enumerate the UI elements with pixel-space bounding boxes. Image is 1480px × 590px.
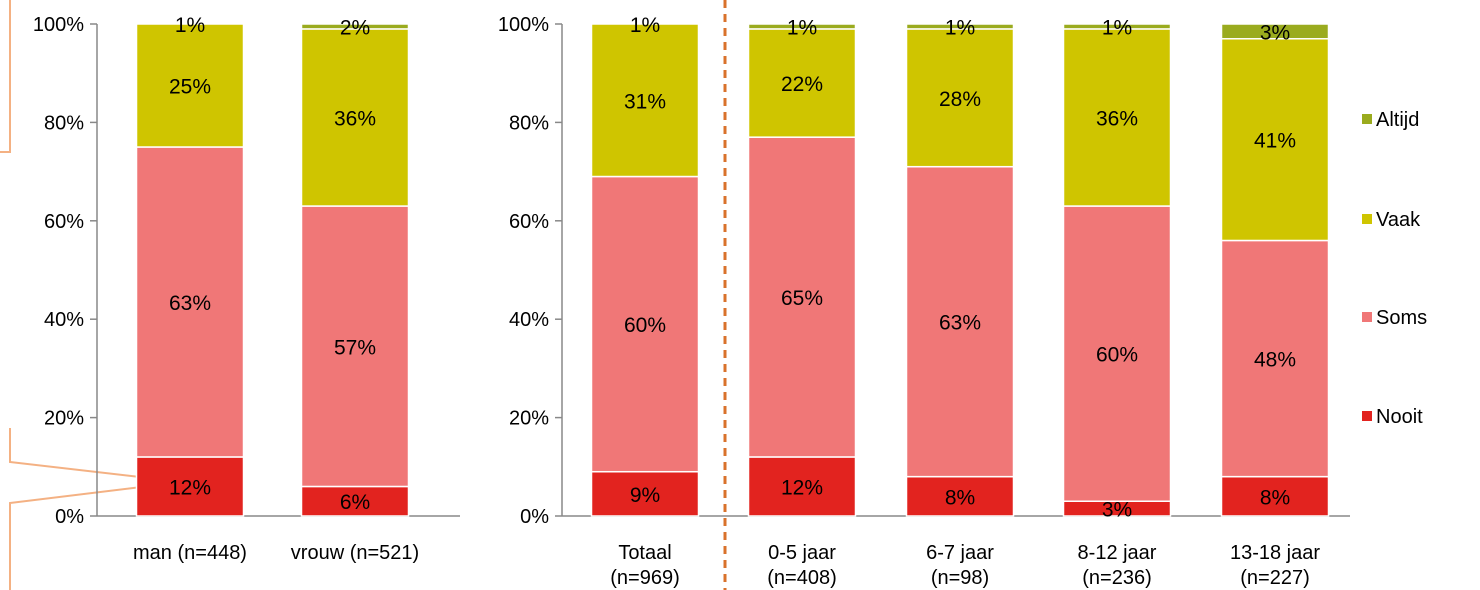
bar-segment-vaak xyxy=(905,28,1015,168)
bar-segment-vaak xyxy=(1220,38,1330,242)
bar-segment-altijd xyxy=(1062,23,1172,30)
bar-segment-vaak xyxy=(135,23,245,148)
legend-label-vaak: Vaak xyxy=(1376,209,1421,231)
bar-segment-soms xyxy=(747,136,857,458)
data-label-vaak: 28% xyxy=(939,88,981,111)
bar-segment-altijd xyxy=(747,23,857,30)
legend-swatch-vaak xyxy=(1362,214,1372,224)
y-tick-label: 60% xyxy=(44,211,84,233)
data-label-vaak: 36% xyxy=(334,107,376,130)
category-label: (n=227) xyxy=(1240,567,1310,589)
y-tick-label: 20% xyxy=(44,408,84,430)
bar-segment-nooit xyxy=(905,475,1015,517)
data-label-vaak: 36% xyxy=(1096,107,1138,130)
data-label-nooit: 6% xyxy=(340,491,370,514)
data-label-altijd: 1% xyxy=(1102,16,1132,39)
legend-swatch-altijd xyxy=(1362,114,1372,124)
bar-segment-soms xyxy=(905,165,1015,478)
category-label: (n=408) xyxy=(767,567,837,589)
category-label: 0-5 jaar xyxy=(768,542,836,564)
y-tick-label: 60% xyxy=(509,211,549,233)
data-label-nooit: 8% xyxy=(1260,486,1290,509)
data-label-nooit: 3% xyxy=(1102,499,1132,522)
y-tick-label: 40% xyxy=(44,309,84,331)
data-label-vaak: 41% xyxy=(1254,130,1296,153)
category-label: (n=98) xyxy=(931,567,989,589)
bar-segment-vaak xyxy=(590,23,700,178)
bar-segment-soms xyxy=(1220,239,1330,478)
y-tick-label: 20% xyxy=(509,408,549,430)
data-label-altijd: 3% xyxy=(1260,21,1290,44)
data-label-altijd: 1% xyxy=(175,14,205,37)
bar-segment-nooit xyxy=(1220,475,1330,517)
bar-segment-nooit xyxy=(747,456,857,517)
bar-segment-nooit xyxy=(590,470,700,517)
y-tick-label: 0% xyxy=(520,506,549,528)
bar-segment-vaak xyxy=(300,28,410,207)
bar-segment-nooit xyxy=(135,456,245,517)
data-label-soms: 60% xyxy=(624,314,666,337)
data-label-nooit: 9% xyxy=(630,484,660,507)
chart-panel-gender: 0% 20% 40% 60% 80% 100% 12% 63% 25% 1% man (n=448)… xyxy=(33,14,460,564)
data-label-nooit: 12% xyxy=(781,476,823,499)
bar-segment-soms xyxy=(135,146,245,458)
bar-segment-nooit xyxy=(300,485,410,517)
y-tick-label: 80% xyxy=(509,112,549,134)
category-label: (n=236) xyxy=(1082,567,1152,589)
y-tick-label: 0% xyxy=(55,506,84,528)
y-tick-label: 80% xyxy=(44,112,84,134)
data-label-altijd: 1% xyxy=(630,14,660,37)
bar-segment-soms xyxy=(1062,205,1172,502)
data-label-altijd: 1% xyxy=(787,16,817,39)
category-label: (n=969) xyxy=(610,567,680,589)
bar-segment-altijd xyxy=(1220,23,1330,40)
bar-segment-soms xyxy=(300,205,410,488)
category-label: 13-18 jaar xyxy=(1230,542,1320,564)
data-label-vaak: 22% xyxy=(781,73,823,96)
legend-swatch-nooit xyxy=(1362,411,1372,421)
data-label-altijd: 1% xyxy=(945,16,975,39)
legend-label-altijd: Altijd xyxy=(1376,109,1419,131)
data-label-soms: 63% xyxy=(939,312,981,335)
legend: Altijd Vaak Soms Nooit xyxy=(1362,109,1427,428)
data-label-altijd: 2% xyxy=(340,16,370,39)
data-label-soms: 57% xyxy=(334,336,376,359)
data-label-nooit: 8% xyxy=(945,486,975,509)
legend-label-nooit: Nooit xyxy=(1376,406,1423,428)
data-label-nooit: 12% xyxy=(169,476,211,499)
category-label: Totaal xyxy=(618,542,671,564)
y-tick-label: 40% xyxy=(509,309,549,331)
y-tick-label: 100% xyxy=(33,14,84,36)
bar-segment-vaak xyxy=(1062,28,1172,207)
data-label-vaak: 25% xyxy=(169,76,211,99)
category-label: 6-7 jaar xyxy=(926,542,994,564)
legend-swatch-soms xyxy=(1362,312,1372,322)
data-label-soms: 48% xyxy=(1254,349,1296,372)
category-label: 8-12 jaar xyxy=(1078,542,1157,564)
bar-segment-altijd xyxy=(905,23,1015,30)
legend-label-soms: Soms xyxy=(1376,307,1427,329)
data-label-soms: 65% xyxy=(781,287,823,310)
data-label-soms: 60% xyxy=(1096,344,1138,367)
bar-segment-soms xyxy=(590,175,700,473)
data-label-vaak: 31% xyxy=(624,90,666,113)
chart-panel-age: 0% 20% 40% 60% 80% 100% 9% 60% 31% 1% Totaal (n=969… xyxy=(498,14,1350,589)
category-label: vrouw (n=521) xyxy=(291,542,419,564)
bar-segment-altijd xyxy=(300,23,410,30)
category-label: man (n=448) xyxy=(133,542,247,564)
callout-box-top xyxy=(0,0,11,153)
y-tick-label: 100% xyxy=(498,14,549,36)
data-label-soms: 63% xyxy=(169,292,211,315)
